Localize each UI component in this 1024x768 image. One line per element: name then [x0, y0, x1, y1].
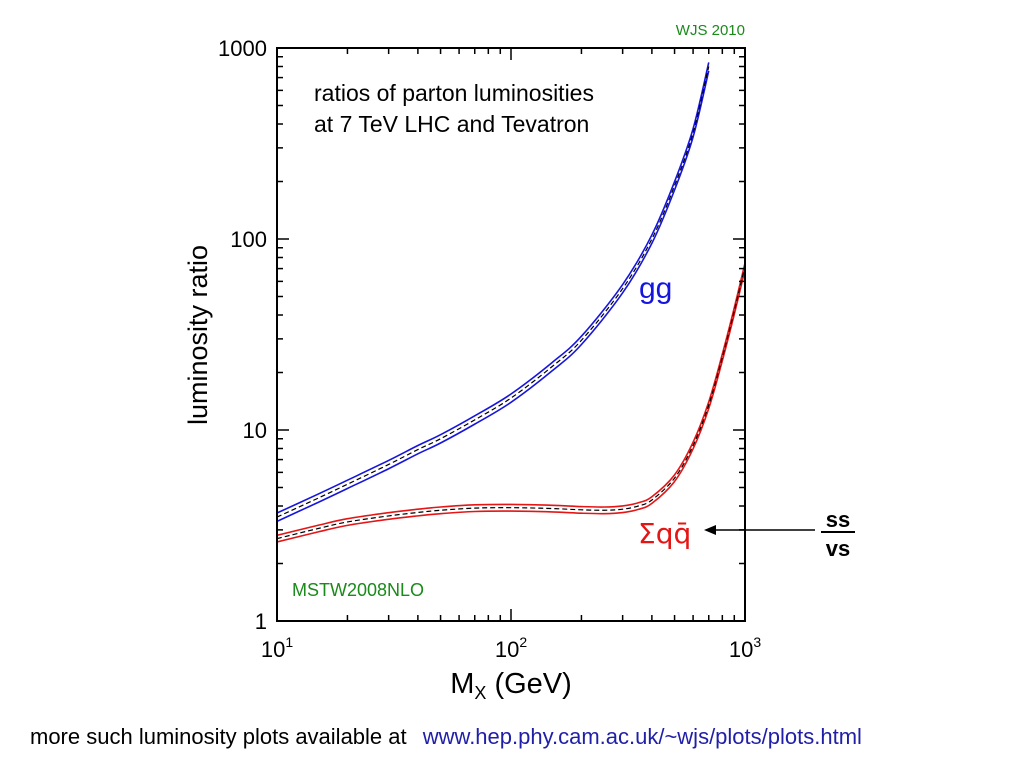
annotation-arrow-head [704, 525, 716, 535]
footer: more such luminosity plots available at … [30, 724, 862, 750]
series-1-central-line [277, 266, 745, 540]
series-1-upper-band [277, 262, 745, 537]
series-0-lower-band [277, 70, 710, 523]
series-label-gg: gg [639, 272, 672, 305]
luminosity-ratio-chart: 1 10 100 1000 101 102 103 ratios of parton lum… [183, 22, 855, 703]
chart-title-line-2: at 7 TeV LHC and Tevatron [314, 111, 589, 137]
credit-label: WJS 2010 [676, 22, 745, 39]
y-tick-label: 100 [230, 227, 267, 252]
chart-title-line-1: ratios of parton luminosities [314, 80, 594, 106]
x-axis-label-unit: (GeV) [486, 668, 571, 700]
y-tick-label: 10 [243, 418, 267, 443]
x-axis-label: MX (GeV) [450, 668, 572, 703]
y-tick-label: 1 [255, 609, 267, 634]
series-1-lower-band [277, 269, 745, 543]
footer-text: more such luminosity plots available at [30, 724, 407, 749]
annotation-top-label: ss [826, 507, 850, 532]
plots-link[interactable]: www.hep.phy.cam.ac.uk/~wjs/plots/plots.h… [422, 724, 862, 749]
x-axis-label-sub: X [474, 683, 486, 703]
x-tick-label: 103 [729, 634, 761, 662]
y-tick-label: 1000 [218, 36, 267, 61]
x-axis-label-main: M [450, 668, 474, 700]
x-tick-label: 102 [495, 634, 527, 662]
series-0-central-line [277, 66, 710, 518]
series-label-qqbar: Σqq̄ [638, 517, 691, 550]
series-0-upper-band [277, 62, 710, 514]
annotation-bottom-label: vs [826, 536, 850, 561]
y-axis-label: luminosity ratio [183, 245, 213, 425]
pdf-set-label: MSTW2008NLO [292, 580, 424, 600]
x-tick-label: 101 [261, 634, 293, 662]
